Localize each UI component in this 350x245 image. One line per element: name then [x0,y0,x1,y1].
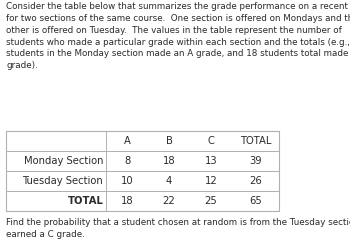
Text: 25: 25 [205,196,217,206]
Text: 18: 18 [163,156,175,166]
Text: B: B [166,136,173,146]
Text: 26: 26 [249,176,262,186]
Text: Find the probability that a student chosen at random is from the Tuesday section: Find the probability that a student chos… [6,218,350,239]
Text: TOTAL: TOTAL [240,136,271,146]
Text: A: A [124,136,131,146]
Bar [6,131,279,211]
Text: 10: 10 [121,176,133,186]
Text: 65: 65 [249,196,262,206]
Text: C: C [208,136,215,146]
Text: TOTAL: TOTAL [67,196,103,206]
Text: Consider the table below that summarizes the grade performance on a recent exam
: Consider the table below that summarizes… [6,2,350,70]
Text: 39: 39 [249,156,262,166]
Text: 8: 8 [124,156,130,166]
Text: 4: 4 [166,176,172,186]
Text: Monday Section: Monday Section [24,156,103,166]
Text: Tuesday Section: Tuesday Section [22,176,103,186]
Text: 13: 13 [205,156,217,166]
Text: 22: 22 [163,196,175,206]
Text: 18: 18 [121,196,133,206]
Text: 12: 12 [205,176,217,186]
